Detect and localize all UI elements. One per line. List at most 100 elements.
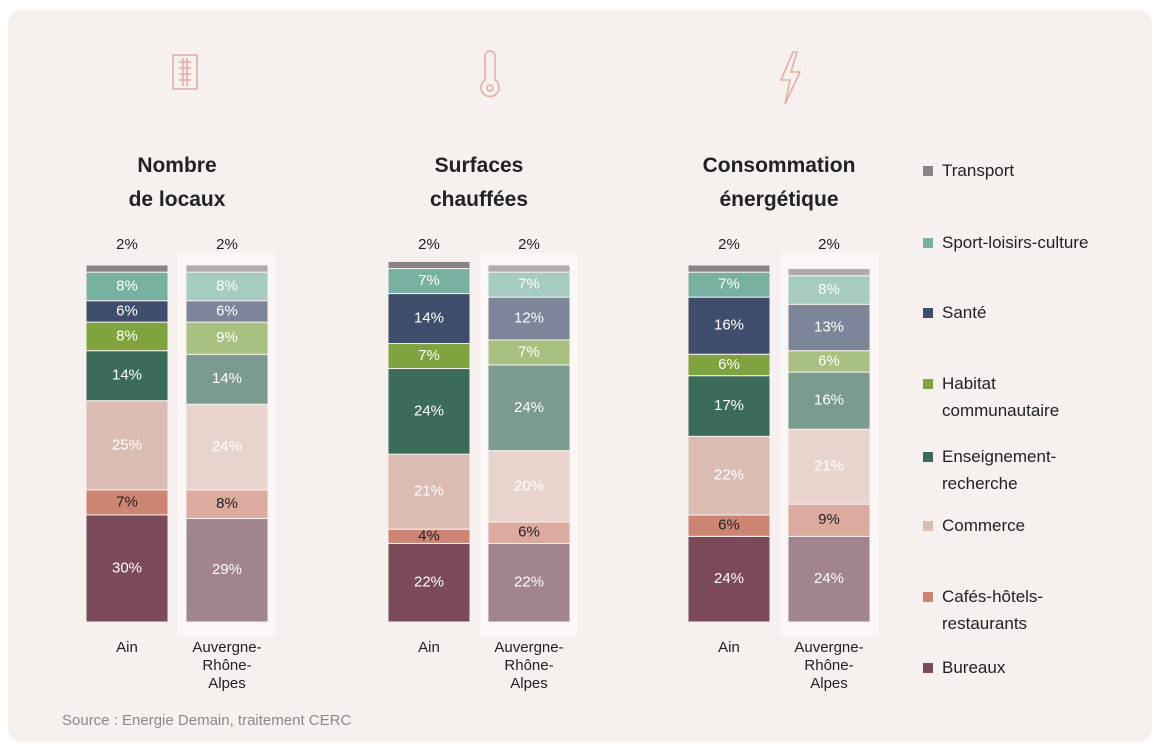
bar-segment <box>85 271 169 302</box>
value-label: 24% <box>714 570 744 587</box>
value-label: 24% <box>514 399 544 416</box>
bar-segment <box>85 514 169 623</box>
value-label: 4% <box>418 527 440 544</box>
bar-segment <box>185 353 269 405</box>
x-tick-label: Auvergne-Rhône-Alpes <box>192 639 262 692</box>
x-tick-label: Ain <box>116 639 138 656</box>
bar-segment <box>787 303 871 352</box>
value-label: 6% <box>116 302 138 319</box>
bar-segment <box>85 350 169 402</box>
legend-swatch <box>923 663 933 673</box>
bar-segment <box>387 453 471 530</box>
value-label: 24% <box>414 402 444 419</box>
x-tick-label: Auvergne-Rhône-Alpes <box>494 639 564 692</box>
legend-label: Bureaux <box>942 658 1006 677</box>
value-label: 16% <box>714 317 744 334</box>
value-label: 29% <box>212 561 242 578</box>
value-label: 17% <box>714 397 744 414</box>
x-tick-label: Ain <box>718 639 740 656</box>
value-label: 24% <box>814 570 844 587</box>
bar-segment <box>787 371 871 430</box>
chart-title: Surfaces <box>434 154 524 177</box>
value-label: 24% <box>212 438 242 455</box>
value-label: 2% <box>116 236 138 253</box>
legend-swatch <box>923 166 933 176</box>
value-label: 7% <box>518 276 540 293</box>
bar-segment <box>387 368 471 455</box>
value-label: 20% <box>514 477 544 494</box>
value-label: 16% <box>814 392 844 409</box>
value-label: 14% <box>112 367 142 384</box>
bar-segment <box>687 535 771 623</box>
value-label: 22% <box>414 574 444 591</box>
value-label: 7% <box>418 272 440 289</box>
value-label: 14% <box>414 310 444 327</box>
legend-swatch <box>923 308 933 318</box>
value-label: 8% <box>116 327 138 344</box>
source: Source : Energie Demain, traitement CERC <box>62 712 352 729</box>
bar-segment <box>185 271 269 302</box>
legend-swatch <box>923 379 933 389</box>
value-label: 6% <box>216 302 238 319</box>
bar-segment <box>185 403 269 491</box>
value-label: 6% <box>718 517 740 534</box>
bar-segment <box>687 375 771 437</box>
value-label: 2% <box>418 236 440 253</box>
value-label: 13% <box>814 318 844 335</box>
legend-label: Enseignement-recherche <box>942 447 1057 493</box>
bar-segment <box>487 542 571 623</box>
bar-segment <box>487 264 571 273</box>
bar-segment <box>787 428 871 505</box>
bar-segment <box>787 268 871 277</box>
x-tick-label: Ain <box>418 639 440 656</box>
chart-title: énergétique <box>719 188 839 211</box>
value-label: 7% <box>116 493 138 510</box>
bar-segment <box>185 264 269 273</box>
bar-segment <box>387 542 471 623</box>
value-label: 30% <box>112 559 142 576</box>
bar-segment <box>687 296 771 355</box>
bar-segment <box>687 271 771 298</box>
value-label: 2% <box>718 236 740 253</box>
legend-label: Cafés-hôtels-restaurants <box>942 587 1044 633</box>
bar-segment <box>487 339 571 366</box>
bar-segment <box>387 293 471 345</box>
building-icon <box>172 54 198 90</box>
chart-title: chauffées <box>429 188 529 211</box>
value-label: 6% <box>818 352 840 369</box>
legend-label: Transport <box>942 161 1015 180</box>
bar-segment <box>387 260 471 270</box>
value-label: 21% <box>814 458 844 475</box>
value-label: 8% <box>216 277 238 294</box>
chart-title: Nombre <box>137 154 217 177</box>
bar-segment <box>387 343 471 370</box>
value-label: 6% <box>518 524 540 541</box>
bar-segment <box>85 489 169 516</box>
bar-segment <box>85 264 169 273</box>
value-label: 2% <box>818 236 840 253</box>
bar-segment <box>687 264 771 273</box>
value-label: 9% <box>818 511 840 528</box>
value-label: 8% <box>116 277 138 294</box>
icons <box>172 50 802 105</box>
value-label: 9% <box>216 329 238 346</box>
chart-title: Consommation <box>702 154 856 177</box>
value-label: 6% <box>718 356 740 373</box>
legend-label: Habitat communautaire <box>942 374 1060 420</box>
x-tick-label: Auvergne-Rhône-Alpes <box>794 639 864 692</box>
legend-label: Sport-loisirs-culture <box>942 233 1089 252</box>
value-label: 22% <box>714 467 744 484</box>
legend-swatch <box>923 452 933 462</box>
bar-segment <box>85 400 169 491</box>
thermometer-icon <box>480 50 500 98</box>
value-label: 2% <box>216 236 238 253</box>
legend-label: Commerce <box>942 516 1026 535</box>
value-label: 7% <box>418 347 440 364</box>
value-label: 7% <box>518 343 540 360</box>
legend-swatch <box>923 592 933 602</box>
legend-swatch <box>923 238 933 248</box>
bar-segment <box>787 535 871 623</box>
value-label: 12% <box>514 310 544 327</box>
